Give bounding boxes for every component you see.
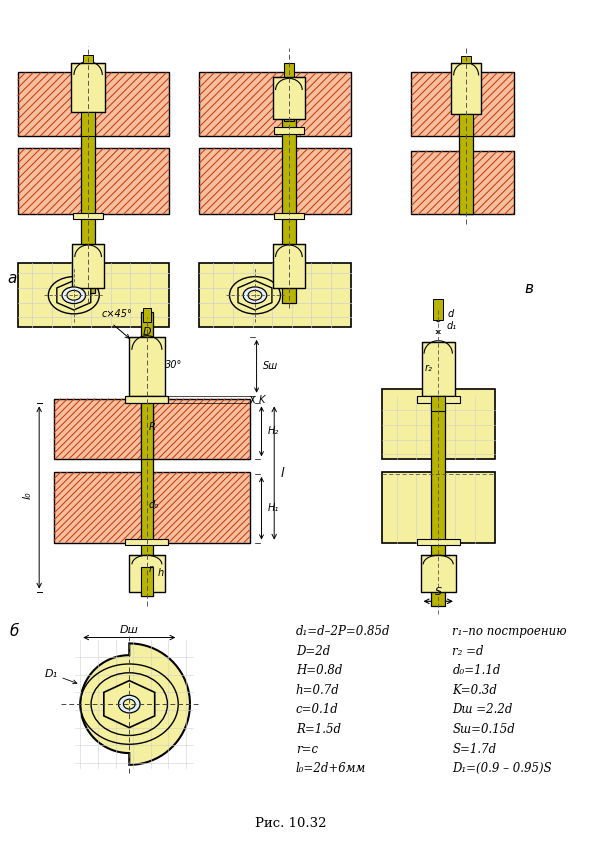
- Bar: [461, 56, 471, 63]
- Bar: [72, 244, 104, 288]
- Text: Рис. 10.32: Рис. 10.32: [255, 816, 327, 830]
- Text: c=0.1d: c=0.1d: [296, 704, 339, 717]
- Text: в: в: [524, 281, 533, 296]
- Text: H₂: H₂: [267, 426, 279, 436]
- Text: d: d: [448, 309, 454, 320]
- Bar: [412, 72, 514, 136]
- Text: d₀: d₀: [149, 500, 159, 510]
- Bar: [18, 72, 170, 136]
- Text: d₀=1.1d: d₀=1.1d: [452, 665, 501, 677]
- Text: l₀: l₀: [23, 492, 33, 499]
- Text: Dш =2.2d: Dш =2.2d: [452, 704, 513, 717]
- Bar: [460, 117, 473, 215]
- Bar: [18, 263, 170, 327]
- Bar: [74, 212, 103, 219]
- Bar: [274, 212, 304, 219]
- Text: l: l: [281, 467, 285, 480]
- Polygon shape: [80, 643, 190, 765]
- Bar: [433, 299, 443, 320]
- Text: Sш: Sш: [263, 361, 278, 371]
- Text: c×45°: c×45°: [102, 309, 133, 320]
- Text: l₀=2d+6мм: l₀=2d+6мм: [296, 763, 366, 775]
- Bar: [125, 395, 168, 404]
- Bar: [382, 389, 495, 459]
- Polygon shape: [57, 280, 91, 310]
- Text: Sш=0.15d: Sш=0.15d: [452, 723, 515, 736]
- Bar: [141, 313, 153, 459]
- Ellipse shape: [119, 695, 140, 713]
- Bar: [451, 63, 481, 113]
- Text: K: K: [259, 394, 265, 405]
- Bar: [54, 399, 250, 459]
- Bar: [125, 538, 168, 545]
- Text: h: h: [158, 568, 164, 578]
- Bar: [141, 567, 153, 596]
- Text: H₁: H₁: [267, 504, 279, 513]
- Text: D₁=(0.9 – 0.95)S: D₁=(0.9 – 0.95)S: [452, 763, 552, 775]
- Polygon shape: [104, 681, 155, 728]
- Bar: [431, 395, 445, 412]
- Bar: [81, 112, 95, 136]
- Text: 30°: 30°: [164, 360, 182, 371]
- Bar: [143, 308, 151, 322]
- Ellipse shape: [229, 277, 280, 314]
- Text: D=2d: D=2d: [296, 645, 330, 658]
- Bar: [422, 342, 455, 395]
- Bar: [199, 72, 350, 136]
- Text: б: б: [10, 624, 19, 638]
- Bar: [199, 263, 350, 327]
- Bar: [129, 337, 164, 395]
- Bar: [72, 63, 105, 112]
- Bar: [83, 55, 93, 63]
- Text: r₁–по построению: r₁–по построению: [452, 625, 567, 638]
- Ellipse shape: [248, 291, 262, 300]
- Bar: [274, 127, 304, 134]
- Bar: [141, 391, 153, 596]
- Text: r: r: [149, 564, 153, 574]
- Bar: [417, 538, 460, 545]
- Bar: [199, 148, 350, 215]
- Ellipse shape: [67, 291, 81, 300]
- Bar: [382, 472, 495, 543]
- Bar: [412, 151, 514, 215]
- Text: а: а: [8, 271, 17, 286]
- Bar: [417, 395, 460, 404]
- Bar: [284, 63, 294, 122]
- Text: R: R: [149, 422, 155, 432]
- Bar: [282, 106, 296, 302]
- Ellipse shape: [48, 277, 99, 314]
- Text: r₂: r₂: [425, 363, 432, 373]
- Text: r₂ =d: r₂ =d: [452, 645, 484, 658]
- Ellipse shape: [243, 287, 267, 303]
- Text: Dш: Dш: [120, 625, 139, 635]
- Text: H=0.8d: H=0.8d: [296, 665, 342, 677]
- Ellipse shape: [123, 699, 135, 709]
- Text: K=0.3d: K=0.3d: [452, 684, 498, 697]
- Bar: [81, 117, 95, 293]
- Bar: [431, 386, 445, 606]
- Text: D: D: [142, 327, 151, 337]
- Bar: [54, 472, 250, 543]
- Bar: [273, 244, 305, 288]
- Bar: [141, 395, 153, 400]
- Bar: [18, 148, 170, 215]
- Bar: [129, 556, 164, 591]
- Bar: [420, 556, 456, 591]
- Bar: [273, 78, 305, 119]
- Text: d₁: d₁: [446, 321, 456, 331]
- Text: D₁: D₁: [44, 669, 77, 684]
- Ellipse shape: [62, 287, 85, 303]
- Text: R=1.5d: R=1.5d: [296, 723, 341, 736]
- Text: S=1.7d: S=1.7d: [452, 743, 496, 756]
- Text: S: S: [435, 587, 442, 597]
- Text: d₁=d–2P=0.85d: d₁=d–2P=0.85d: [296, 625, 390, 638]
- Text: h=0.7d: h=0.7d: [296, 684, 340, 697]
- Polygon shape: [238, 280, 272, 310]
- Text: r=c: r=c: [296, 743, 318, 756]
- Bar: [460, 113, 473, 136]
